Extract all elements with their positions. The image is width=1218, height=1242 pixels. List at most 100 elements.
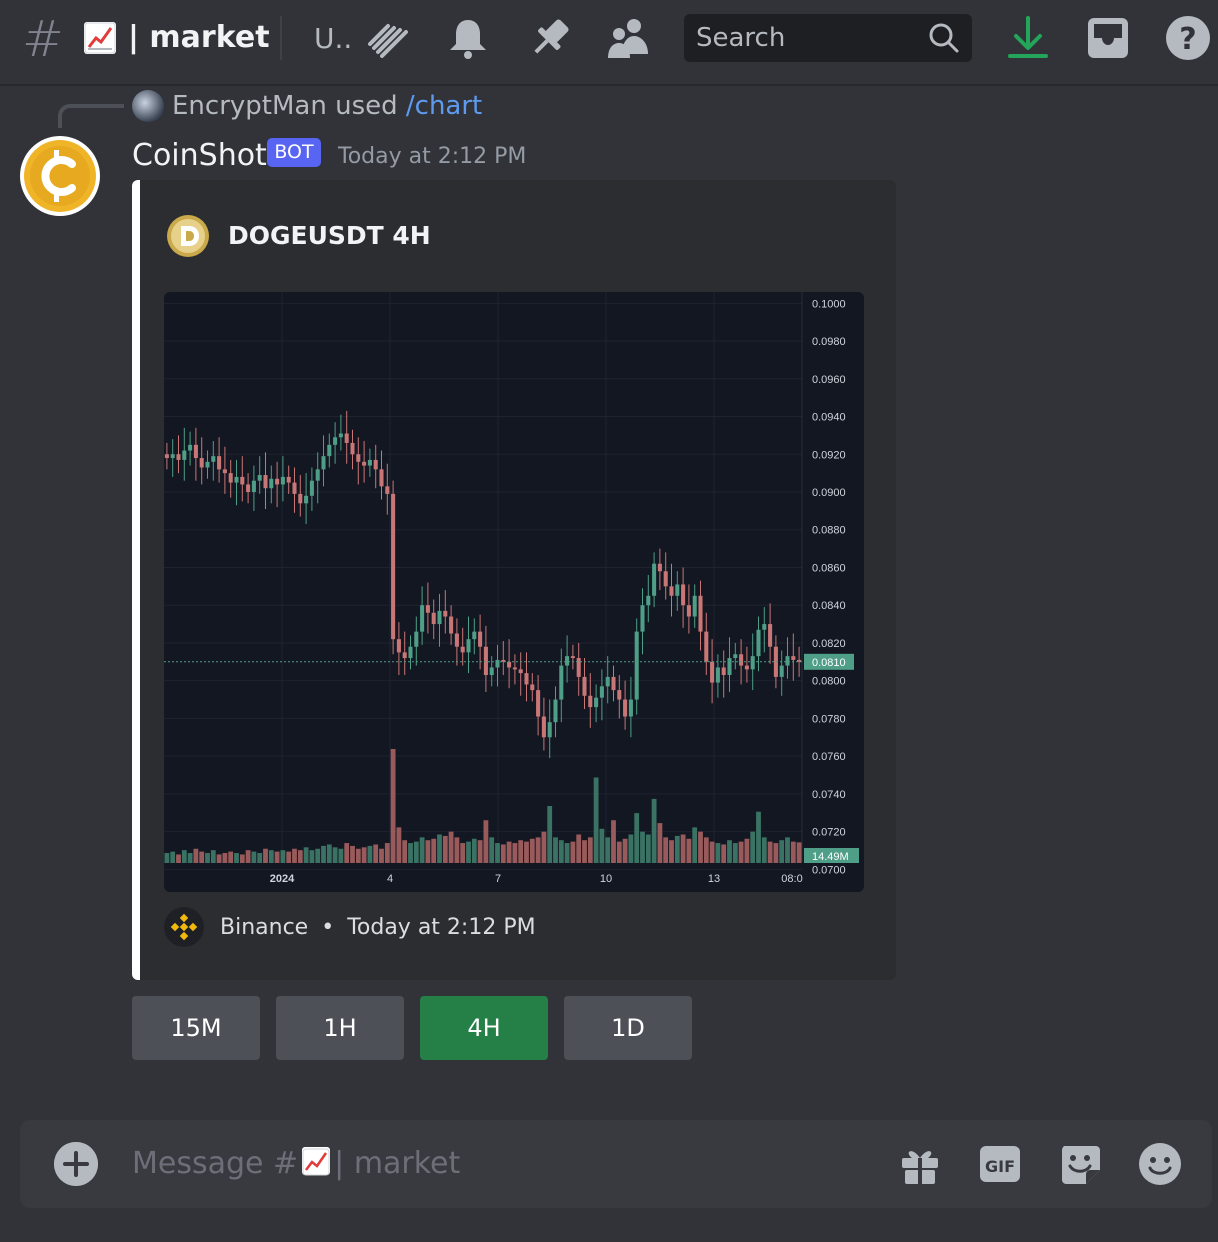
- embed-footer: Binance • Today at 2:12 PM: [220, 910, 536, 946]
- sticker-icon[interactable]: [1058, 1142, 1102, 1186]
- candle-body: [188, 444, 193, 451]
- message-input[interactable]: Message # | market: [132, 1144, 460, 1184]
- message-composer[interactable]: Message # | market GIF: [20, 1120, 1212, 1208]
- add-attachment-icon[interactable]: [54, 1142, 98, 1186]
- gift-icon[interactable]: [898, 1142, 942, 1186]
- timeframe-1h-button[interactable]: 1H: [276, 996, 404, 1060]
- candle-body: [298, 493, 303, 504]
- candle-body: [634, 631, 639, 700]
- candle-body: [739, 654, 744, 666]
- volume-bar: [350, 845, 355, 863]
- candle-body: [454, 633, 459, 647]
- candle-body: [402, 652, 407, 659]
- reply-context[interactable]: EncryptMan used /chart: [172, 88, 482, 124]
- channel-topic[interactable]: U..: [314, 22, 353, 55]
- candle-body: [617, 690, 622, 700]
- candle-body: [431, 612, 436, 625]
- dogecoin-icon: [166, 214, 210, 258]
- reply-user-avatar[interactable]: [132, 90, 164, 122]
- volume-bar: [425, 840, 431, 863]
- volume-bar: [286, 851, 292, 863]
- inbox-icon[interactable]: [1084, 14, 1132, 62]
- y-tick-label: 0.0740: [812, 789, 846, 801]
- candle-body: [507, 661, 512, 668]
- candle-body: [193, 444, 198, 459]
- volume-bar: [437, 834, 442, 863]
- volume-bar: [297, 850, 303, 863]
- candle-body: [385, 486, 390, 494]
- volume-bar: [228, 851, 234, 863]
- candlestick-chart[interactable]: 0.1000 0.0980 0.0960 0.0940 0.0920 0.0900 0.08…: [164, 292, 864, 892]
- candle-body: [547, 722, 552, 738]
- candle-body: [251, 480, 256, 492]
- y-tick-label: 0.0700: [812, 864, 846, 876]
- candle-body: [640, 605, 645, 632]
- gif-icon[interactable]: GIF: [978, 1142, 1022, 1186]
- volume-bar: [576, 834, 582, 863]
- volume-bar: [761, 837, 767, 863]
- placeholder-suffix: | market: [334, 1146, 461, 1181]
- candle-body: [797, 659, 802, 662]
- candle-body: [292, 482, 297, 494]
- candle-body: [536, 690, 541, 717]
- volume-bar: [205, 853, 210, 863]
- emoji-smiley-icon[interactable]: [1138, 1142, 1182, 1186]
- volume-bar: [622, 838, 628, 863]
- member-list-icon[interactable]: [604, 14, 652, 62]
- candle-body: [362, 461, 367, 466]
- candle-body: [309, 480, 314, 496]
- volume-bar: [164, 853, 170, 863]
- threads-icon[interactable]: [364, 14, 412, 62]
- y-tick-label: 0.0780: [812, 713, 846, 725]
- volume-bar: [732, 843, 738, 863]
- volume-bar: [727, 840, 732, 863]
- volume-bar: [512, 843, 518, 863]
- candle-body: [327, 444, 332, 457]
- reply-used-label: used: [335, 91, 398, 121]
- candle-body: [495, 659, 500, 668]
- help-icon[interactable]: ?: [1164, 14, 1212, 62]
- candle-body: [623, 699, 628, 717]
- timeframe-1d-button[interactable]: 1D: [564, 996, 692, 1060]
- candle-body: [280, 476, 285, 485]
- download-icon[interactable]: [1004, 14, 1052, 62]
- pin-icon[interactable]: [526, 14, 574, 62]
- embed-title: DOGEUSDT 4H: [228, 221, 431, 250]
- candle-body: [269, 478, 274, 489]
- volume-bar: [245, 850, 251, 863]
- candle-body: [599, 686, 604, 698]
- volume-bar: [553, 837, 558, 863]
- volume-bar: [408, 843, 413, 863]
- candle-body: [570, 656, 575, 659]
- volume-bar: [738, 841, 744, 863]
- timeframe-4h-button[interactable]: 4H: [420, 996, 548, 1060]
- volume-bar: [379, 848, 384, 863]
- footer-time: Today at 2:12 PM: [347, 915, 536, 940]
- binance-icon: [164, 907, 204, 947]
- search-input[interactable]: Search: [684, 14, 972, 62]
- notification-bell-icon[interactable]: [444, 14, 492, 62]
- reply-command[interactable]: /chart: [405, 91, 483, 121]
- bot-avatar[interactable]: [20, 136, 100, 216]
- candle-body: [605, 676, 610, 687]
- volume-bar: [767, 841, 773, 863]
- volume-bar: [384, 843, 390, 863]
- volume-bar: [390, 749, 396, 863]
- volume-bar: [181, 850, 187, 863]
- volume-bar: [413, 841, 419, 863]
- volume-bar: [454, 837, 460, 863]
- candle-body: [414, 631, 419, 647]
- svg-text:GIF: GIF: [985, 1157, 1015, 1176]
- reply-connector: [58, 104, 124, 128]
- svg-text:?: ?: [1179, 22, 1196, 57]
- volume-bar: [651, 798, 657, 863]
- volume-bar: [419, 837, 425, 863]
- reply-username[interactable]: EncryptMan: [172, 91, 327, 121]
- volume-bar: [274, 851, 280, 863]
- footer-separator: •: [321, 915, 335, 940]
- message-author[interactable]: CoinShot: [132, 138, 267, 173]
- timeframe-15m-button[interactable]: 15M: [132, 996, 260, 1060]
- candle-body: [344, 433, 349, 443]
- candle-body: [681, 584, 686, 606]
- candle-body: [594, 697, 599, 708]
